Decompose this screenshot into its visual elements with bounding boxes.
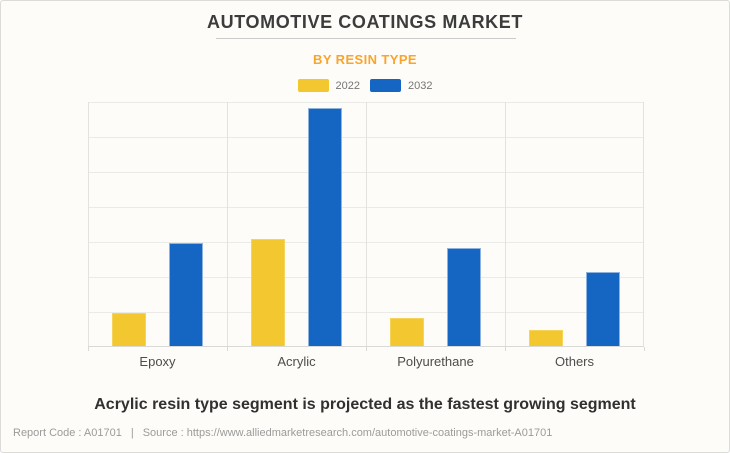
- plot-area: [88, 102, 644, 347]
- category-label-polyurethane: Polyurethane: [397, 354, 474, 369]
- category-label-others: Others: [554, 354, 594, 369]
- annotation-text: Acrylic resin type segment is projected …: [94, 396, 636, 413]
- category-label-acrylic: Acrylic: [277, 354, 316, 369]
- axis-tick: [644, 347, 645, 351]
- axis-tick: [227, 347, 228, 351]
- axis-tick: [505, 347, 506, 351]
- legend-item-2022[interactable]: 2022: [297, 79, 360, 92]
- legend-label: 2022: [335, 79, 360, 92]
- legend-label: 2032: [408, 79, 433, 92]
- legend-swatch-2032: [370, 79, 401, 92]
- bar-epoxy-2032: [169, 243, 203, 346]
- bar-polyurethane-2022: [390, 318, 424, 346]
- footer-separator: |: [130, 427, 134, 439]
- footer-text: Report Code : A01701 | Source : https://…: [13, 427, 552, 439]
- legend-swatch-2022: [297, 79, 329, 92]
- bar-acrylic-2032: [308, 108, 342, 346]
- source-url: Source : https://www.alliedmarketresearc…: [142, 427, 553, 439]
- axis-tick: [366, 347, 367, 351]
- chart-title: AUTOMOTIVE COATINGS MARKET: [207, 12, 523, 32]
- legend: 2022 2032: [1, 79, 729, 92]
- category-label-epoxy: Epoxy: [139, 354, 176, 369]
- legend-item-2032[interactable]: 2032: [370, 79, 432, 92]
- bar-others-2032: [586, 272, 620, 346]
- title-divider: [216, 38, 516, 39]
- chart-subtitle: BY RESIN TYPE: [313, 52, 417, 67]
- bar-epoxy-2022: [112, 313, 146, 346]
- bar-others-2022: [529, 330, 563, 346]
- bar-acrylic-2022: [251, 239, 285, 346]
- report-code: Report Code : A01701: [13, 427, 122, 439]
- axis-tick: [88, 347, 89, 351]
- bar-polyurethane-2032: [447, 248, 481, 346]
